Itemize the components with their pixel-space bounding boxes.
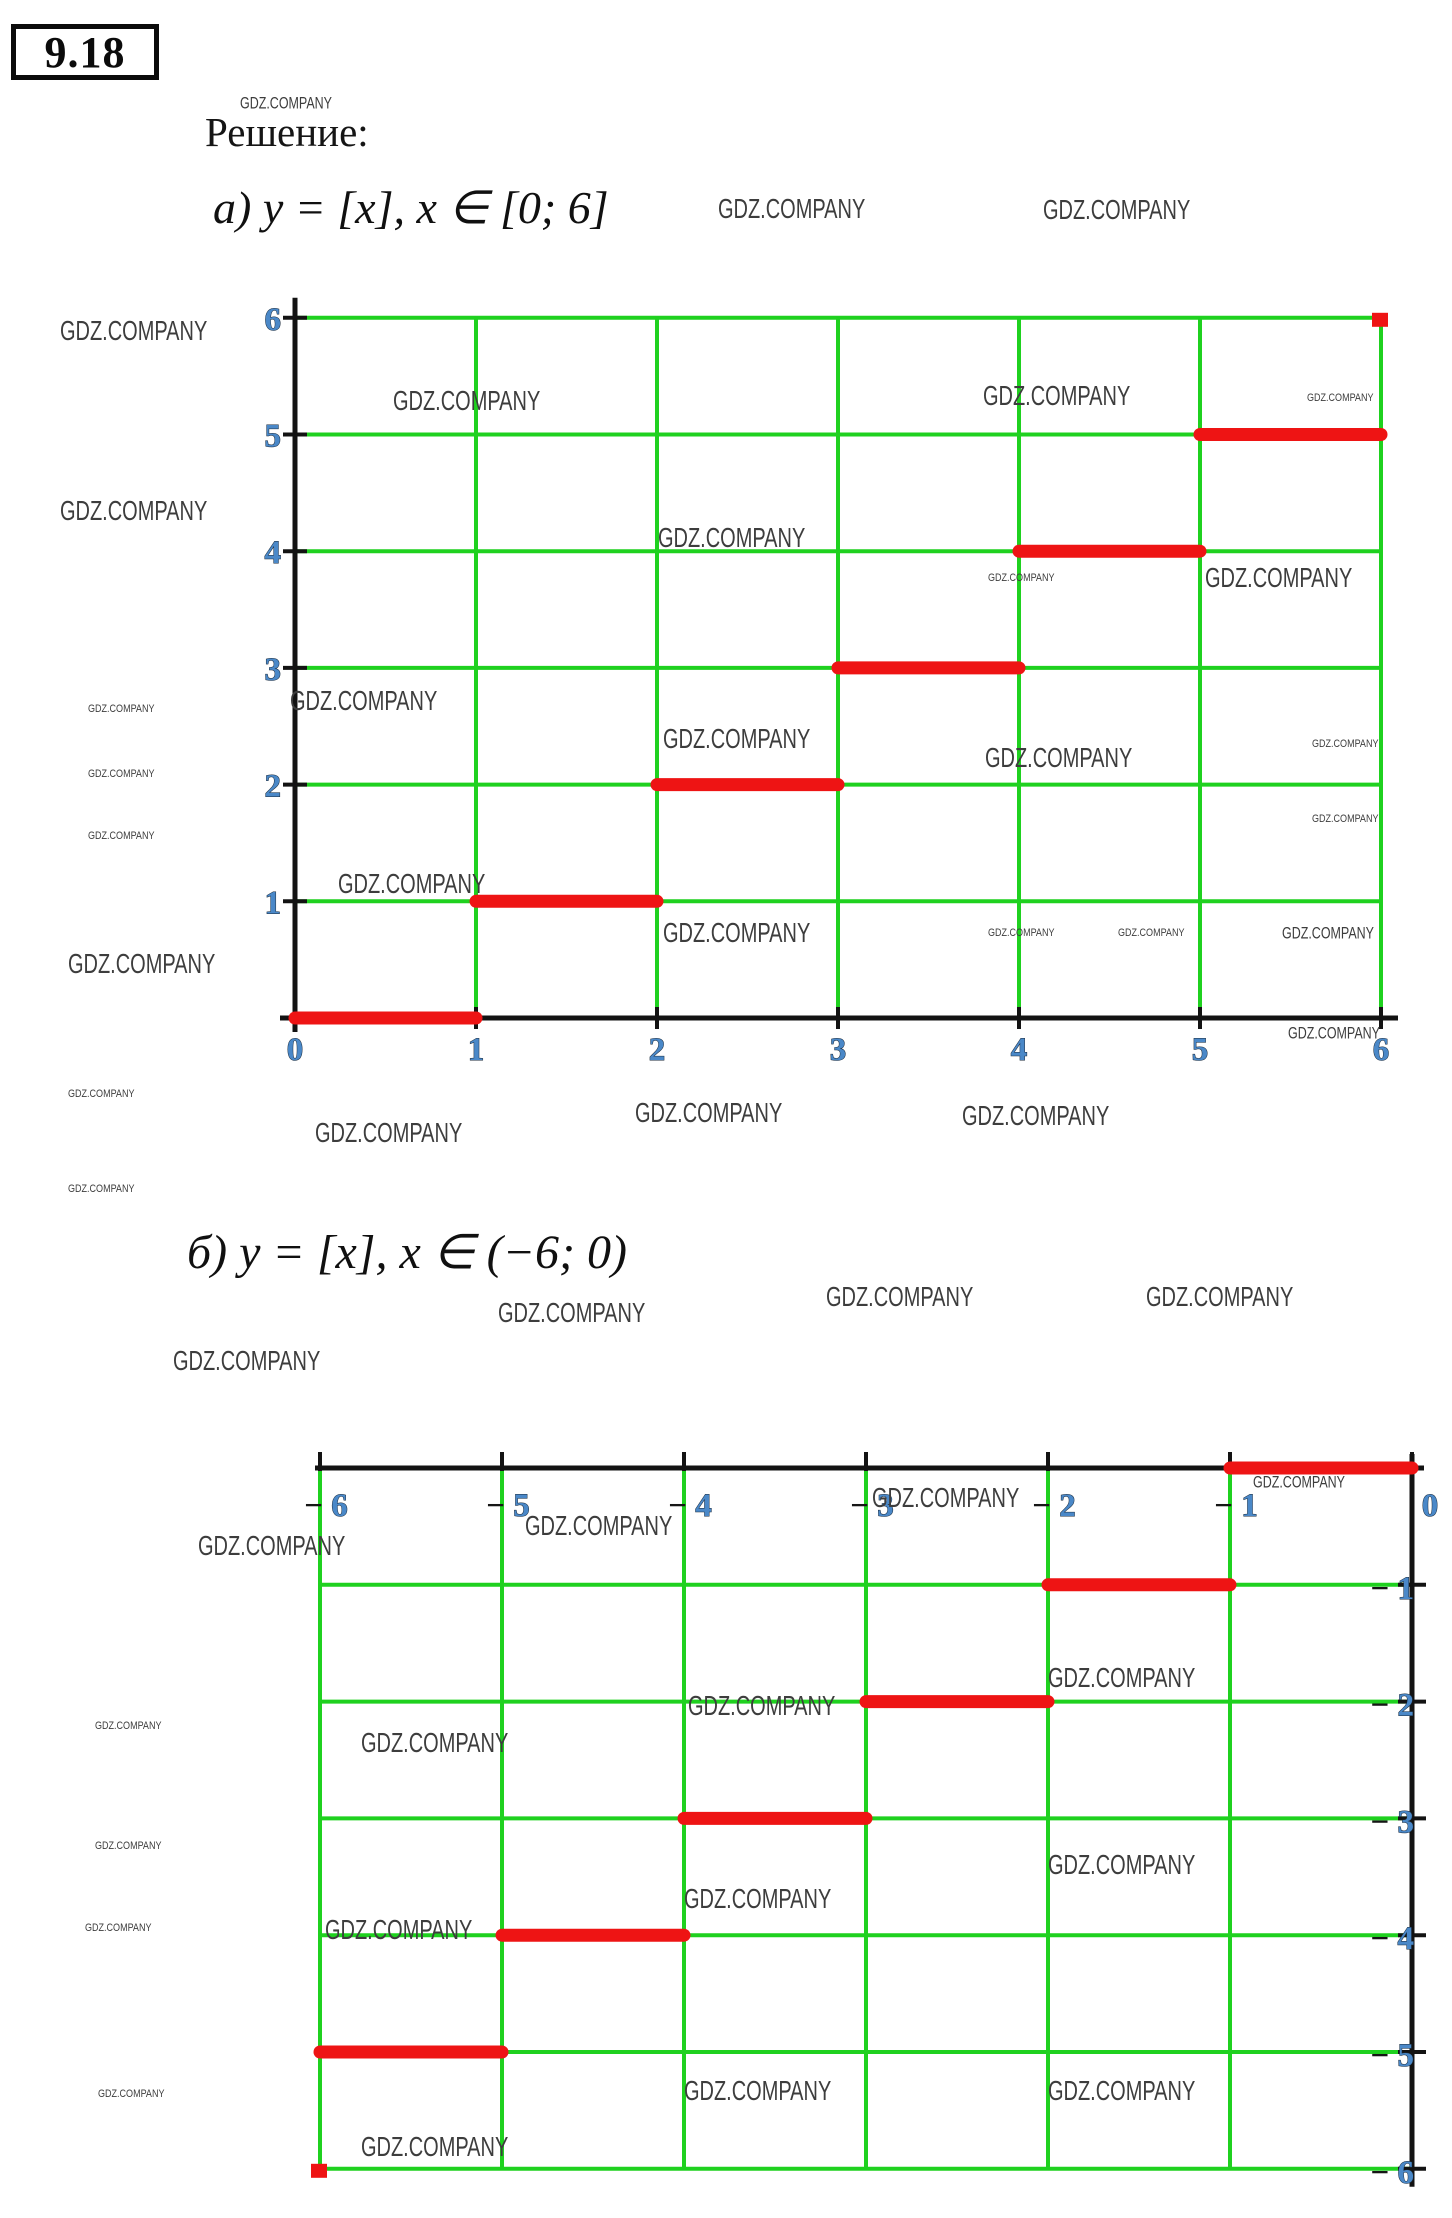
watermark: GDZ.COMPANY: [718, 193, 866, 225]
chart-part-b: − 6 − 5 − 4 − 3 − 2 − 1 0 − 1 − 2 − 3 − 4 − 5 − 6: [304, 1452, 1439, 2191]
y-tick-label: 6: [265, 302, 282, 338]
watermark: GDZ.COMPANY: [68, 948, 216, 980]
x-tick-label: − 4: [668, 1488, 712, 1524]
watermark: GDZ.COMPANY: [98, 2088, 165, 2100]
endpoint-dot: [1372, 312, 1388, 327]
x-tick-label: 1: [468, 1032, 485, 1068]
x-tick-label: 0: [1422, 1488, 1439, 1524]
watermark: GDZ.COMPANY: [85, 1922, 152, 1934]
part-a-formula: а) y = [x], x ∈ [0; 6]: [213, 182, 609, 233]
y-tick-label: − 5: [1370, 2038, 1414, 2074]
problem-number-box: 9.18: [11, 24, 159, 80]
y-tick-label: 4: [265, 535, 282, 571]
endpoint-dot: [311, 2163, 327, 2178]
y-tick-label: 5: [265, 419, 282, 455]
watermark: GDZ.COMPANY: [60, 315, 208, 347]
x-tick-label: 6: [1373, 1032, 1390, 1068]
x-tick-label: − 6: [304, 1488, 348, 1524]
x-tick-label: 0: [287, 1032, 304, 1068]
x-tick-label: − 1: [1214, 1488, 1258, 1524]
x-tick-label: 3: [830, 1032, 847, 1068]
y-tick-label: − 1: [1370, 1571, 1414, 1607]
chart-part-a: 0 1 2 3 4 5 6 6 5 4 3 2 1: [264, 297, 1398, 1069]
y-tick-label: − 2: [1370, 1688, 1414, 1724]
watermark: GDZ.COMPANY: [60, 495, 208, 527]
x-tick-label: − 5: [486, 1488, 530, 1524]
watermark: GDZ.COMPANY: [1146, 1281, 1294, 1313]
x-tick-label: 2: [649, 1032, 666, 1068]
y-tick-label: − 3: [1370, 1804, 1414, 1840]
watermark: GDZ.COMPANY: [1043, 194, 1191, 226]
watermark: GDZ.COMPANY: [95, 1840, 162, 1852]
watermark: GDZ.COMPANY: [826, 1281, 974, 1313]
watermark: GDZ.COMPANY: [68, 1183, 135, 1195]
watermark: GDZ.COMPANY: [68, 1088, 135, 1100]
problem-number: 9.18: [44, 27, 126, 77]
solution-heading: Решение:: [205, 109, 369, 155]
x-tick-label: 4: [1011, 1032, 1028, 1068]
part-b-formula: б) y = [x], x ∈ (−6; 0): [187, 1226, 627, 1279]
y-tick-label: 2: [265, 769, 282, 805]
watermark: GDZ.COMPANY: [88, 830, 155, 842]
x-tick-label: 5: [1192, 1032, 1209, 1068]
watermark: GDZ.COMPANY: [88, 768, 155, 780]
watermark: GDZ.COMPANY: [173, 1345, 321, 1377]
watermark: GDZ.COMPANY: [95, 1720, 162, 1732]
y-tick-label: 3: [265, 652, 282, 688]
watermark: GDZ.COMPANY: [962, 1100, 1110, 1132]
watermark: GDZ.COMPANY: [88, 703, 155, 715]
watermark: GDZ.COMPANY: [498, 1297, 646, 1329]
y-tick-label: − 4: [1370, 1921, 1414, 1957]
y-tick-label: 1: [265, 885, 282, 921]
watermark: GDZ.COMPANY: [635, 1097, 783, 1129]
x-tick-label: − 3: [850, 1488, 894, 1524]
watermark: GDZ.COMPANY: [315, 1117, 463, 1149]
x-tick-label: − 2: [1032, 1488, 1076, 1524]
y-tick-label: − 6: [1370, 2155, 1414, 2191]
